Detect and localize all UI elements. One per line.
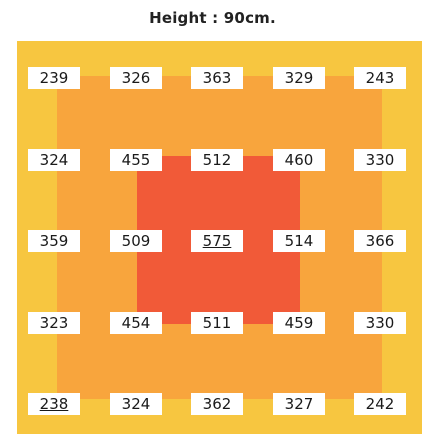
grid-cell-r3-c1: 359: [28, 230, 80, 252]
grid-cell-r5-c1: 238: [28, 393, 80, 415]
grid-cell-r4-c4: 459: [273, 312, 325, 334]
chart-title: Height : 90cm.: [149, 9, 276, 27]
grid-cell-r5-c2: 324: [110, 393, 162, 415]
grid-cell-r5-c4: 327: [273, 393, 325, 415]
grid-cell-r2-c5: 330: [354, 149, 406, 171]
intensity-map: 239 326 363 329 243 324 455 512 460 330 359 509 575 5…: [17, 41, 422, 434]
grid-cell-r5-c3: 362: [191, 393, 243, 415]
grid-cell-r2-c3: 512: [191, 149, 243, 171]
grid-cell-r1-c2: 326: [110, 67, 162, 89]
grid-cell-r1-c3: 363: [191, 67, 243, 89]
grid-cell-r3-c3: 575: [191, 230, 243, 252]
grid-cell-r1-c1: 239: [28, 67, 80, 89]
grid-cell-r4-c3: 511: [191, 312, 243, 334]
grid-cell-r2-c4: 460: [273, 149, 325, 171]
grid-cell-r2-c2: 455: [110, 149, 162, 171]
grid-cell-r2-c1: 324: [28, 149, 80, 171]
grid-cell-r4-c5: 330: [354, 312, 406, 334]
grid-cell-r3-c2: 509: [110, 230, 162, 252]
grid-cell-r3-c5: 366: [354, 230, 406, 252]
grid-cell-r1-c5: 243: [354, 67, 406, 89]
grid-cell-r3-c4: 514: [273, 230, 325, 252]
grid-cell-r1-c4: 329: [273, 67, 325, 89]
grid-cell-r4-c2: 454: [110, 312, 162, 334]
grid-cell-r4-c1: 323: [28, 312, 80, 334]
grid-cell-r5-c5: 242: [354, 393, 406, 415]
